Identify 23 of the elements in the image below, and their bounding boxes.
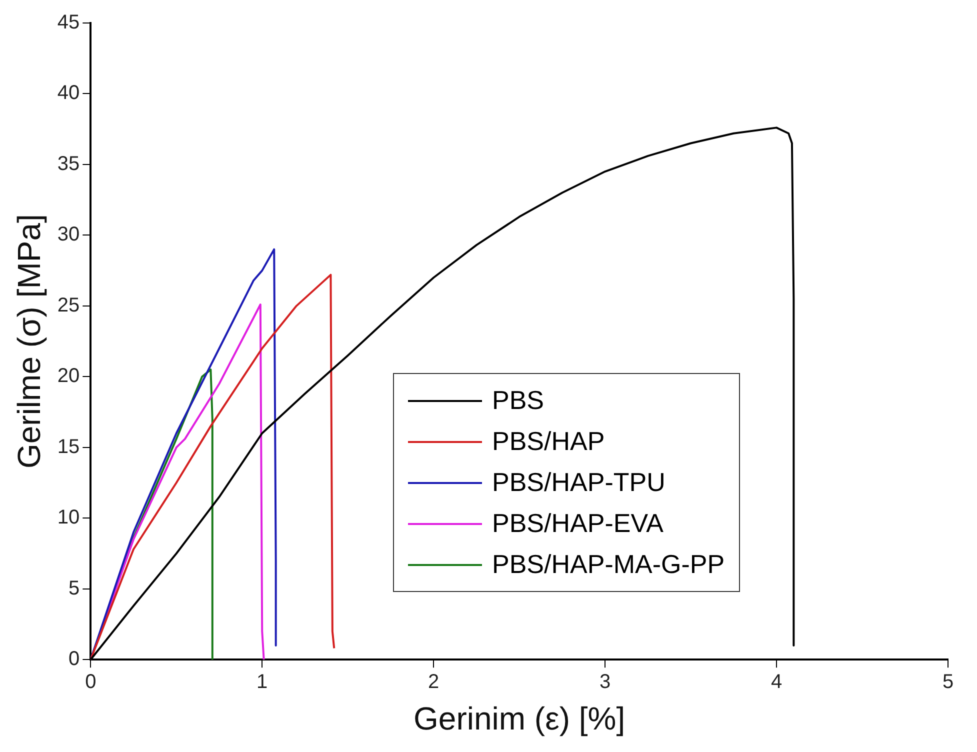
y-tick-label: 45 — [57, 12, 80, 34]
y-tick-label: 10 — [57, 506, 80, 529]
y-tick-label: 0 — [68, 648, 80, 670]
y-tick-label: 30 — [57, 224, 80, 246]
y-tick-label: 35 — [57, 152, 80, 175]
x-tick-label: 0 — [85, 671, 96, 694]
y-axis-title: Gerilme (σ) [MPa] — [11, 214, 48, 469]
legend-label: PBS — [492, 385, 544, 416]
x-tick-label: 3 — [599, 671, 611, 694]
x-tick-label: 1 — [256, 671, 268, 694]
y-tick-label: 5 — [68, 577, 80, 600]
legend-label: PBS/HAP — [492, 426, 605, 457]
y-tick-label: 40 — [57, 82, 80, 104]
y-tick-label: 20 — [57, 365, 80, 388]
legend-label: PBS/HAP-TPU — [492, 467, 666, 498]
y-tick-label: 15 — [57, 436, 80, 458]
x-tick-label: 2 — [428, 671, 440, 694]
y-tick-label: 25 — [57, 294, 80, 316]
x-tick-label: 5 — [942, 671, 954, 694]
legend-label: PBS/HAP-MA-G-PP — [492, 549, 725, 580]
x-tick-label: 4 — [770, 671, 782, 694]
x-axis-title: Gerinim (ε) [%] — [414, 700, 626, 737]
legend-label: PBS/HAP-EVA — [492, 508, 664, 539]
